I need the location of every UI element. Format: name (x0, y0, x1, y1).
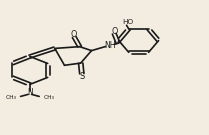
Text: S: S (79, 72, 84, 81)
Text: CH₃: CH₃ (5, 95, 17, 100)
Text: HO: HO (122, 19, 133, 25)
Text: NH: NH (104, 41, 116, 50)
Text: N: N (27, 88, 33, 97)
Text: O: O (71, 30, 77, 39)
Text: CH₃: CH₃ (43, 95, 54, 100)
Text: O: O (111, 27, 117, 36)
